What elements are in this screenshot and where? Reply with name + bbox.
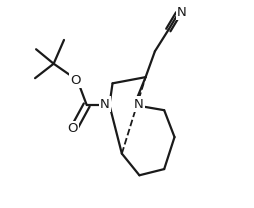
Text: N: N — [134, 98, 144, 110]
Text: O: O — [67, 122, 77, 135]
Text: N: N — [100, 98, 110, 110]
Text: N: N — [177, 6, 187, 19]
Text: O: O — [71, 74, 81, 87]
